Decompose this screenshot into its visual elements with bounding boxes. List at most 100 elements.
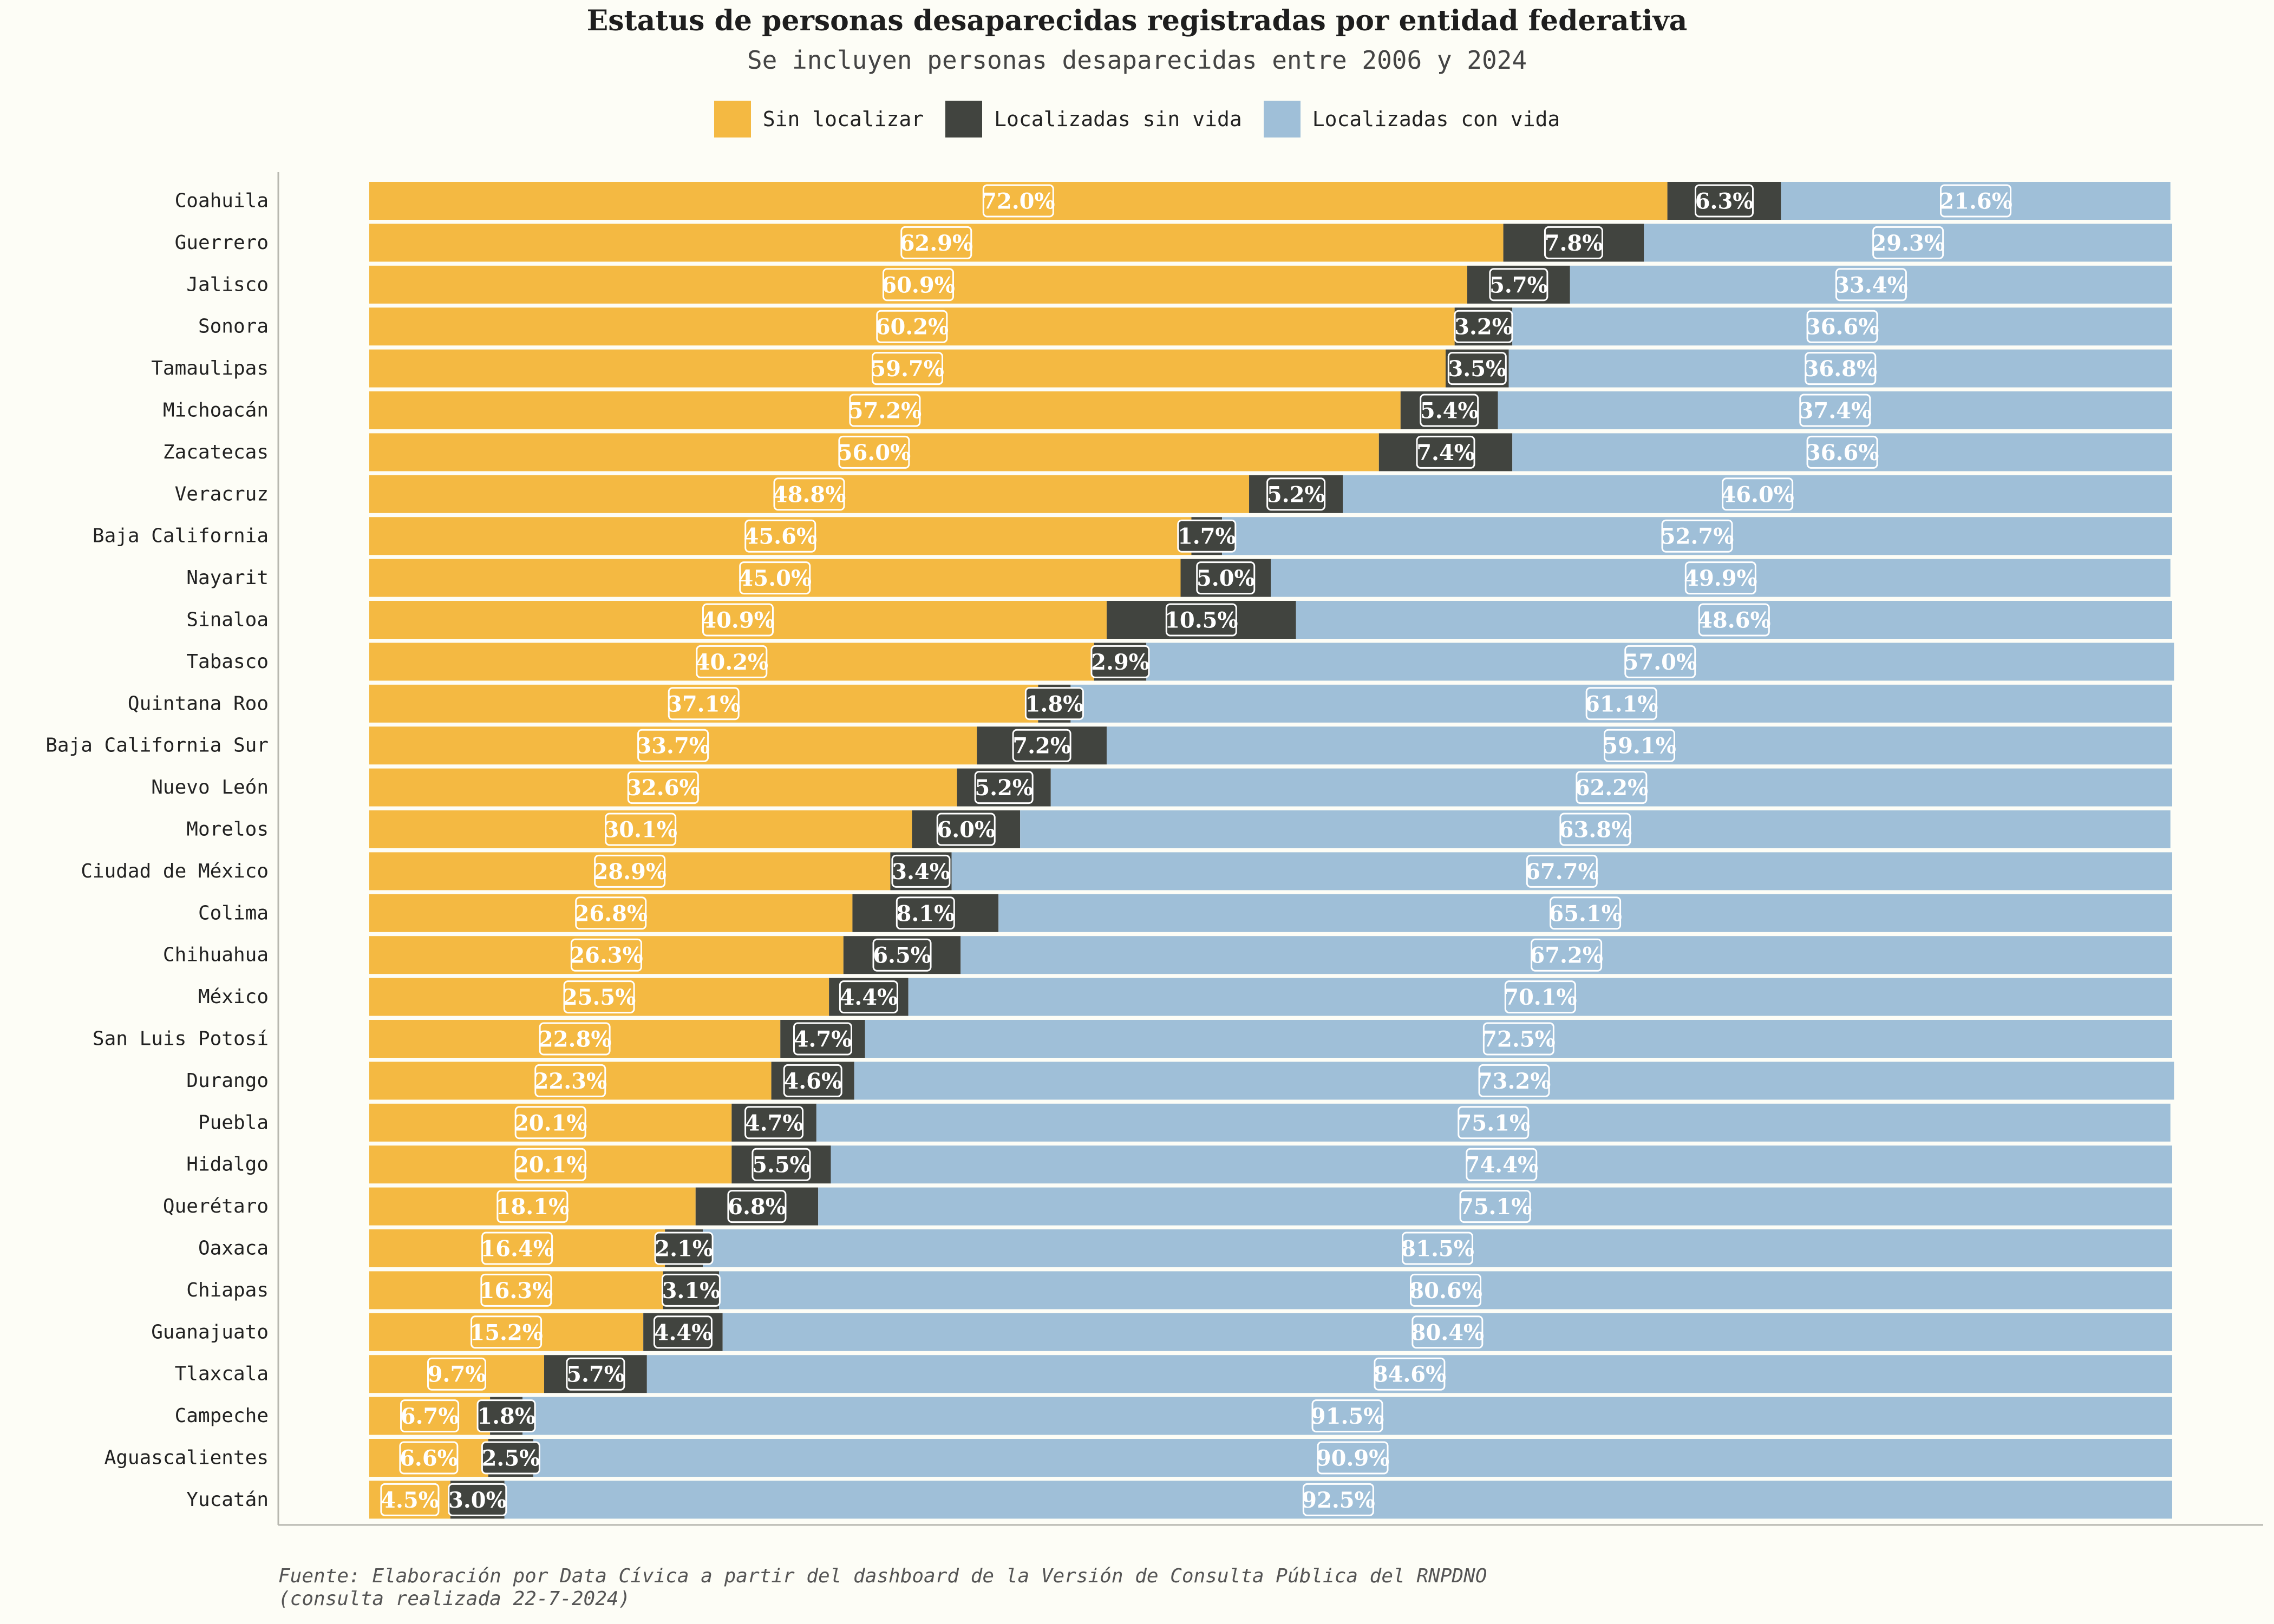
y-tick-label-sinaloa: Sinaloa xyxy=(186,609,269,631)
data-label-con-vida-campeche: 91.5% xyxy=(1311,1404,1384,1429)
data-label-box-sin-vida-hidalgo xyxy=(752,1148,811,1181)
data-label-box-con-vida-sinaloa xyxy=(1698,603,1770,637)
data-label-box-sin-localizar-morelos xyxy=(605,813,677,846)
data-label-box-con-vida-yucatan xyxy=(1302,1483,1374,1516)
bar-con-vida-nayarit xyxy=(1271,559,2171,597)
bar-con-vida-coahuila xyxy=(1781,182,2171,220)
data-label-box-sin-localizar-chiapas xyxy=(480,1273,552,1307)
bar-con-vida-veracruz xyxy=(1343,475,2172,513)
data-label-sin-vida-michoacan: 5.4% xyxy=(1420,398,1479,424)
y-tick-label-ciudad-de-mexico: Ciudad de México xyxy=(81,860,269,882)
legend-swatch-sin-localizar xyxy=(714,101,751,137)
data-label-sin-vida-chihuahua: 6.5% xyxy=(873,943,931,968)
bar-con-vida-san-luis-potosi xyxy=(865,1020,2172,1058)
bar-con-vida-chihuahua xyxy=(960,936,2172,974)
data-label-sin-vida-hidalgo: 5.5% xyxy=(752,1152,811,1178)
bar-sin-localizar-campeche xyxy=(369,1397,491,1435)
bar-sin-localizar-san-luis-potosi xyxy=(369,1020,781,1058)
data-label-sin-vida-nayarit: 5.0% xyxy=(1197,566,1255,591)
data-label-sin-vida-aguascalientes: 2.5% xyxy=(482,1446,540,1471)
bar-sin-localizar-chiapas xyxy=(369,1271,663,1309)
chart-legend: Sin localizar Localizadas sin vida Local… xyxy=(0,101,2274,137)
y-tick-label-aguascalientes: Aguascalientes xyxy=(104,1447,269,1469)
y-tick-label-nuevo-leon: Nuevo León xyxy=(151,776,269,798)
y-tick-label-nayarit: Nayarit xyxy=(186,567,269,589)
data-label-con-vida-coahuila: 21.6% xyxy=(1939,189,2012,214)
data-label-box-con-vida-aguascalientes xyxy=(1317,1441,1389,1475)
bar-con-vida-durango xyxy=(854,1062,2174,1100)
data-label-sin-localizar-veracruz: 48.8% xyxy=(773,482,846,507)
bar-sin-localizar-baja-california-sur xyxy=(369,726,977,765)
data-label-box-sin-vida-nuevo-leon xyxy=(974,771,1034,804)
data-label-con-vida-baja-california-sur: 59.1% xyxy=(1603,734,1676,759)
data-label-con-vida-nuevo-leon: 62.2% xyxy=(1575,775,1648,801)
y-tick-label-yucatan: Yucatán xyxy=(186,1489,269,1511)
data-label-box-sin-localizar-tlaxcala xyxy=(427,1357,487,1391)
data-label-con-vida-hidalgo: 74.4% xyxy=(1465,1152,1538,1178)
bar-sin-localizar-colima xyxy=(369,894,853,932)
y-tick-label-guerrero: Guerrero xyxy=(175,232,269,254)
data-label-box-con-vida-tlaxcala xyxy=(1374,1357,1446,1391)
data-label-con-vida-yucatan: 92.5% xyxy=(1302,1488,1375,1513)
data-label-con-vida-veracruz: 46.0% xyxy=(1721,482,1794,507)
data-label-con-vida-jalisco: 33.4% xyxy=(1834,272,1907,298)
y-tick-label-puebla: Puebla xyxy=(198,1111,269,1134)
data-label-con-vida-durango: 73.2% xyxy=(1478,1069,1551,1094)
bar-con-vida-aguascalientes xyxy=(533,1439,2172,1477)
data-label-box-sin-vida-veracruz xyxy=(1266,477,1326,511)
data-label-sin-vida-queretaro: 6.8% xyxy=(728,1194,786,1220)
data-label-sin-localizar-jalisco: 60.9% xyxy=(881,272,955,298)
bar-sin-localizar-jalisco xyxy=(369,265,1467,304)
data-label-sin-localizar-campeche: 6.7% xyxy=(401,1404,459,1429)
bar-sin-localizar-guerrero xyxy=(369,224,1504,262)
legend-item-con-vida: Localizadas con vida xyxy=(1263,101,1560,137)
data-label-box-sin-vida-coahuila xyxy=(1694,184,1754,218)
bar-con-vida-campeche xyxy=(522,1397,2172,1435)
bar-con-vida-zacatecas xyxy=(1512,433,2172,472)
data-label-box-con-vida-chihuahua xyxy=(1531,938,1603,972)
data-label-box-sin-vida-oaxaca xyxy=(654,1232,714,1265)
y-tick-label-hidalgo: Hidalgo xyxy=(186,1154,269,1176)
data-label-con-vida-quintana-roo: 61.1% xyxy=(1585,691,1658,717)
bar-con-vida-colima xyxy=(998,894,2173,932)
data-label-con-vida-tamaulipas: 36.8% xyxy=(1804,356,1877,382)
data-label-box-sin-localizar-coahuila xyxy=(982,184,1054,218)
data-label-box-sin-vida-baja-california-sur xyxy=(1012,729,1071,762)
data-label-box-sin-localizar-sinaloa xyxy=(702,603,774,637)
data-label-box-con-vida-baja-california-sur xyxy=(1603,729,1675,762)
bar-con-vida-baja-california xyxy=(1222,517,2172,555)
bar-sin-localizar-mexico xyxy=(369,978,829,1016)
data-label-box-con-vida-campeche xyxy=(1311,1399,1383,1433)
bar-con-vida-yucatan xyxy=(504,1481,2172,1519)
data-label-box-sin-vida-sinaloa xyxy=(1165,603,1237,637)
data-label-con-vida-guerrero: 29.3% xyxy=(1871,231,1944,256)
data-label-box-sin-vida-chiapas xyxy=(661,1273,721,1307)
data-label-box-sin-localizar-aguascalientes xyxy=(399,1441,459,1475)
bar-sin-localizar-veracruz xyxy=(369,475,1250,513)
data-label-sin-vida-sonora: 3.2% xyxy=(1454,315,1513,340)
data-label-box-con-vida-guanajuato xyxy=(1412,1315,1484,1349)
data-label-box-sin-vida-mexico xyxy=(839,980,898,1014)
data-label-sin-localizar-oaxaca: 16.4% xyxy=(480,1236,553,1262)
data-label-con-vida-morelos: 63.8% xyxy=(1559,817,1632,843)
bar-sin-localizar-oaxaca xyxy=(369,1229,665,1267)
bar-sin-localizar-sinaloa xyxy=(369,601,1107,639)
bar-con-vida-hidalgo xyxy=(831,1145,2172,1184)
data-label-box-con-vida-morelos xyxy=(1559,813,1631,846)
data-label-con-vida-chiapas: 80.6% xyxy=(1409,1278,1482,1304)
data-label-box-con-vida-guerrero xyxy=(1872,226,1944,259)
bar-sin-localizar-tlaxcala xyxy=(369,1355,545,1393)
data-label-box-sin-localizar-baja-california-sur xyxy=(637,729,709,762)
data-label-sin-vida-oaxaca: 2.1% xyxy=(655,1236,713,1262)
bar-con-vida-ciudad-de-mexico xyxy=(951,852,2173,890)
data-label-box-sin-vida-zacatecas xyxy=(1416,435,1475,469)
data-label-con-vida-nayarit: 49.9% xyxy=(1684,566,1757,591)
source-line-2: (consulta realizada 22-7-2024) xyxy=(278,1588,631,1610)
data-label-sin-vida-durango: 4.6% xyxy=(783,1069,842,1094)
data-label-box-sin-localizar-yucatan xyxy=(380,1483,440,1516)
legend-label-sin-vida: Localizadas sin vida xyxy=(994,107,1242,131)
source-line-1: Fuente: Elaboración por Data Cívica a pa… xyxy=(278,1565,1487,1587)
data-label-sin-vida-veracruz: 5.2% xyxy=(1267,482,1325,507)
data-label-sin-vida-sinaloa: 10.5% xyxy=(1165,608,1238,633)
